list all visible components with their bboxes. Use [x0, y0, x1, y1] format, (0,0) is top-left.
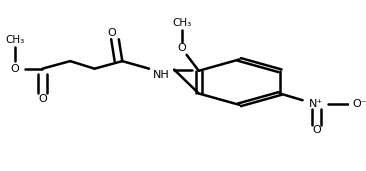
Text: N⁺: N⁺	[309, 99, 324, 109]
Text: O: O	[38, 94, 47, 104]
Text: O: O	[178, 43, 186, 53]
Text: CH₃: CH₃	[5, 35, 24, 45]
Text: O: O	[108, 28, 116, 37]
Text: NH: NH	[153, 70, 169, 80]
Text: CH₃: CH₃	[172, 18, 192, 28]
Text: O: O	[10, 64, 19, 74]
Text: O: O	[312, 125, 321, 135]
Text: O⁻: O⁻	[352, 99, 366, 109]
